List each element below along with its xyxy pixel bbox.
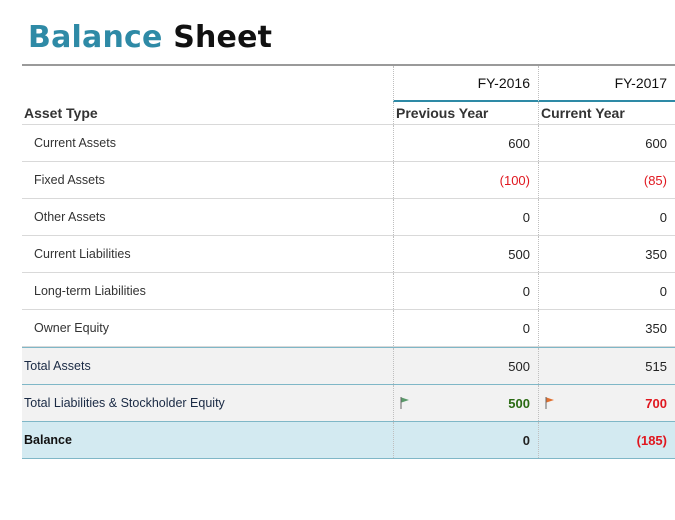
table-row: Fixed Assets (100) (85) — [22, 162, 675, 199]
row-curr-value: 350 — [538, 236, 675, 272]
total-assets-row: Total Assets 500 515 — [22, 347, 675, 385]
balance-sheet-table: FY-2016 FY-2017 Asset Type Previous Year… — [22, 64, 675, 459]
row-label: Current Liabilities — [34, 247, 131, 261]
row-prev-value: 0 — [393, 273, 538, 309]
row-curr-value: 0 — [538, 199, 675, 235]
row-prev-value: 500 — [393, 236, 538, 272]
row-prev-value: 600 — [393, 125, 538, 161]
balance-label: Balance — [24, 433, 72, 447]
balance-prev: 0 — [393, 422, 538, 458]
header-previous-year: Previous Year — [393, 102, 538, 124]
header-spacer — [22, 66, 393, 102]
fiscal-year-header-row: FY-2016 FY-2017 — [22, 66, 675, 102]
header-fy-2016: FY-2016 — [393, 66, 538, 102]
row-curr-value: 600 — [538, 125, 675, 161]
balance-curr: (185) — [538, 422, 675, 458]
row-curr-value: (85) — [538, 162, 675, 198]
table-row: Owner Equity 0 350 — [22, 310, 675, 347]
page-title: Balance Sheet — [28, 20, 272, 55]
total-liabilities-curr: 700 — [645, 395, 667, 411]
row-label: Fixed Assets — [34, 173, 105, 187]
row-curr-value: 0 — [538, 273, 675, 309]
row-label: Long-term Liabilities — [34, 284, 146, 298]
row-label: Other Assets — [34, 210, 106, 224]
total-assets-label: Total Assets — [24, 359, 91, 373]
header-current-year: Current Year — [538, 102, 675, 124]
total-liabilities-row: Total Liabilities & Stockholder Equity 5… — [22, 385, 675, 422]
row-curr-value: 350 — [538, 310, 675, 346]
green-flag-icon — [400, 397, 410, 409]
total-liabilities-label: Total Liabilities & Stockholder Equity — [24, 396, 225, 410]
total-liabilities-prev-cell: 500 — [393, 385, 538, 421]
row-prev-value: 0 — [393, 199, 538, 235]
total-liabilities-prev: 500 — [508, 395, 530, 411]
row-label: Current Assets — [34, 136, 116, 150]
table-row: Long-term Liabilities 0 0 — [22, 273, 675, 310]
red-flag-icon — [545, 397, 555, 409]
table-row: Other Assets 0 0 — [22, 199, 675, 236]
header-fy-2017: FY-2017 — [538, 66, 675, 102]
row-label: Owner Equity — [34, 321, 110, 335]
total-liabilities-curr-cell: 700 — [538, 385, 675, 421]
total-assets-curr: 515 — [538, 348, 675, 384]
header-asset-type: Asset Type — [24, 105, 98, 121]
table-row: Current Liabilities 500 350 — [22, 236, 675, 273]
title-word-sheet: Sheet — [173, 20, 273, 55]
balance-row: Balance 0 (185) — [22, 422, 675, 459]
row-prev-value: (100) — [393, 162, 538, 198]
column-header-row: Asset Type Previous Year Current Year — [22, 102, 675, 125]
table-row: Current Assets 600 600 — [22, 125, 675, 162]
total-assets-prev: 500 — [393, 348, 538, 384]
title-word-balance: Balance — [28, 20, 163, 55]
row-prev-value: 0 — [393, 310, 538, 346]
